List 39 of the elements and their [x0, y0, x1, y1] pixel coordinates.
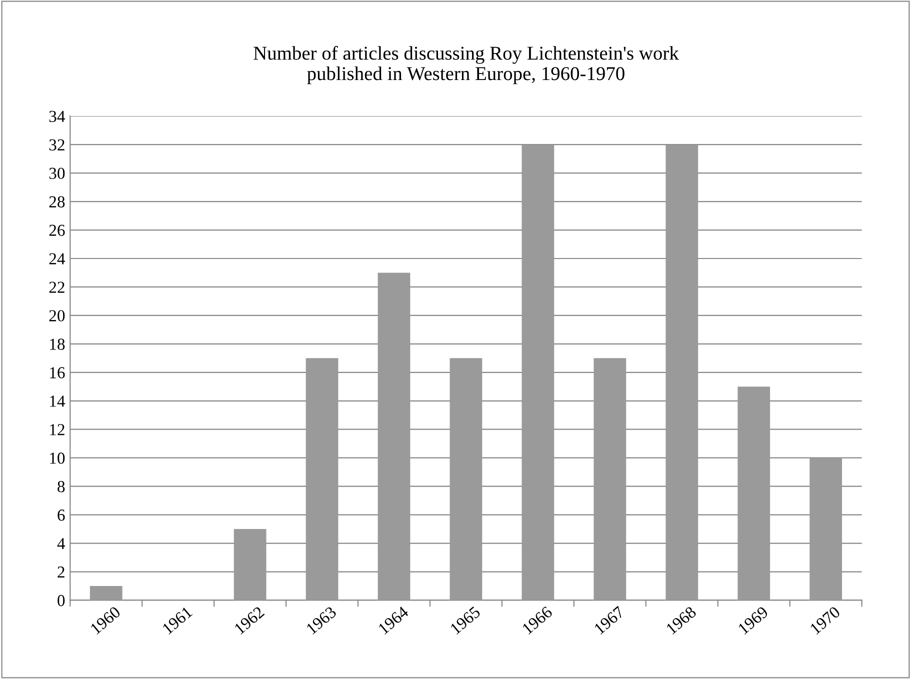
y-tick-label: 24 — [49, 253, 66, 264]
chart-title: Number of articles discussing Roy Lichtenstein's work published in Western Europe, 1960-1970 — [254, 46, 679, 84]
bar — [90, 586, 122, 600]
x-tick-label: 1965 — [450, 606, 481, 635]
y-tick-label: 8 — [58, 481, 65, 492]
x-tick-label: 1970 — [810, 606, 841, 635]
y-tick-label: 4 — [57, 538, 66, 550]
y-tick-label: 6 — [58, 510, 65, 521]
y-tick-label: 2 — [58, 566, 64, 578]
x-tick-label: 1964 — [378, 606, 410, 635]
x-tick-label: 1963 — [306, 606, 337, 635]
x-tick-label: 1968 — [666, 606, 697, 635]
bar — [234, 529, 266, 600]
y-tick-label: 30 — [49, 168, 65, 180]
y-tick-label: 20 — [49, 310, 65, 322]
bar — [378, 272, 410, 600]
y-tick-label: 26 — [49, 224, 65, 236]
bar — [450, 358, 482, 600]
y-tick-label: 28 — [49, 196, 65, 208]
bar — [810, 458, 842, 600]
y-tick-label: 32 — [49, 139, 64, 151]
y-tick-label: 10 — [50, 452, 65, 464]
y-tick-label: 0 — [58, 594, 65, 606]
bar — [306, 358, 338, 600]
y-tick-label: 14 — [50, 396, 66, 407]
x-tick-label: 1961 — [162, 606, 193, 635]
bar — [594, 358, 626, 600]
bar — [738, 386, 770, 600]
x-tick-label: 1962 — [234, 606, 265, 635]
x-tick-label: 1969 — [738, 606, 769, 635]
y-tick-label: 16 — [50, 367, 65, 378]
y-tick-label: 12 — [50, 424, 64, 436]
bar — [666, 144, 698, 600]
x-tick-label: 1966 — [522, 606, 554, 635]
x-tick-label: 1960 — [90, 606, 122, 635]
y-tick-label: 22 — [49, 282, 64, 293]
y-tick-label: 18 — [50, 338, 65, 350]
bar — [522, 144, 554, 600]
y-tick-label: 34 — [49, 110, 66, 122]
